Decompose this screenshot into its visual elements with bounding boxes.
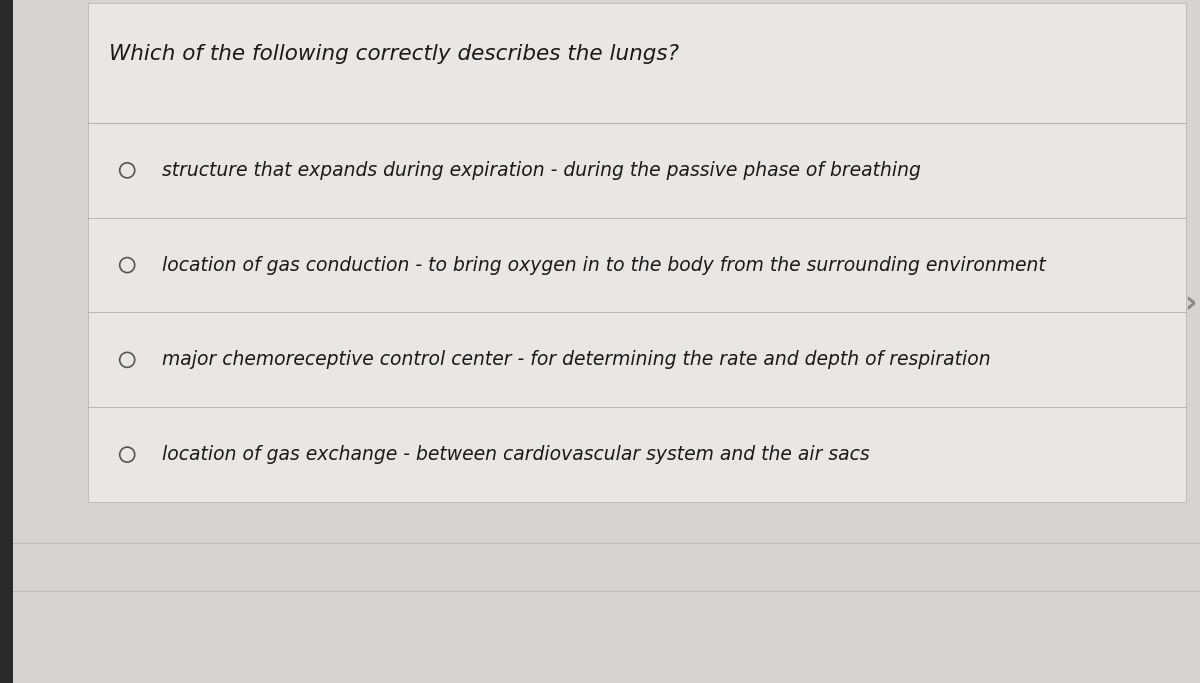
Bar [88, 3, 1186, 502]
Text: major chemoreceptive control center - for determining the rate and depth of resp: major chemoreceptive control center - fo… [162, 350, 991, 370]
Text: structure that expands during expiration - during the passive phase of breathing: structure that expands during expiration… [162, 161, 920, 180]
Text: ›: › [1184, 290, 1196, 318]
Text: Which of the following correctly describes the lungs?: Which of the following correctly describ… [109, 44, 679, 64]
Text: location of gas conduction - to bring oxygen in to the body from the surrounding: location of gas conduction - to bring ox… [162, 255, 1045, 275]
Bar [0, 0, 13, 683]
Text: location of gas exchange - between cardiovascular system and the air sacs: location of gas exchange - between cardi… [162, 445, 870, 464]
